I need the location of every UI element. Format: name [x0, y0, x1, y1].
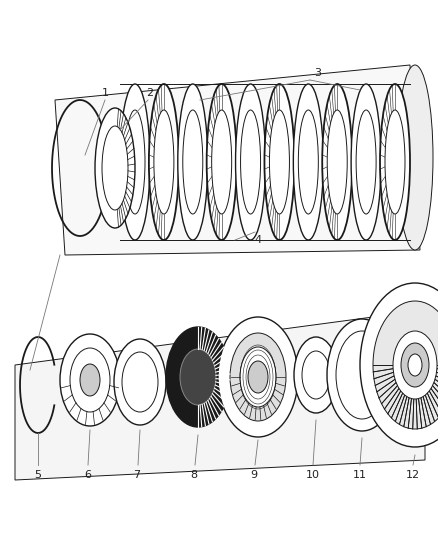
- Ellipse shape: [154, 110, 174, 214]
- Ellipse shape: [265, 84, 294, 240]
- Ellipse shape: [401, 343, 429, 387]
- Ellipse shape: [393, 331, 437, 399]
- Ellipse shape: [327, 319, 397, 431]
- Ellipse shape: [125, 110, 145, 214]
- Ellipse shape: [351, 84, 381, 240]
- Ellipse shape: [230, 333, 286, 421]
- Ellipse shape: [180, 349, 216, 405]
- Ellipse shape: [70, 348, 110, 412]
- Ellipse shape: [178, 84, 208, 240]
- Ellipse shape: [298, 110, 318, 214]
- Ellipse shape: [212, 110, 232, 214]
- Ellipse shape: [302, 351, 330, 399]
- Text: 1: 1: [102, 88, 109, 98]
- Ellipse shape: [322, 84, 352, 240]
- Ellipse shape: [336, 331, 388, 419]
- Text: 11: 11: [353, 470, 367, 480]
- Ellipse shape: [236, 84, 265, 240]
- Text: 2: 2: [146, 88, 154, 98]
- Text: 4: 4: [254, 235, 261, 245]
- Ellipse shape: [385, 110, 405, 214]
- Ellipse shape: [380, 84, 410, 240]
- Ellipse shape: [166, 327, 230, 427]
- Text: 12: 12: [406, 470, 420, 480]
- Text: 10: 10: [306, 470, 320, 480]
- Text: 8: 8: [191, 470, 198, 480]
- Ellipse shape: [269, 110, 290, 214]
- Text: 6: 6: [85, 470, 92, 480]
- Ellipse shape: [60, 334, 120, 426]
- Ellipse shape: [114, 339, 166, 425]
- Ellipse shape: [122, 352, 158, 412]
- Text: 7: 7: [134, 470, 141, 480]
- Ellipse shape: [294, 337, 338, 413]
- Ellipse shape: [293, 84, 323, 240]
- Ellipse shape: [248, 361, 268, 393]
- Ellipse shape: [240, 347, 276, 407]
- Ellipse shape: [102, 126, 128, 210]
- Ellipse shape: [408, 354, 422, 376]
- Ellipse shape: [80, 364, 100, 396]
- Polygon shape: [15, 310, 425, 480]
- Ellipse shape: [120, 84, 150, 240]
- Ellipse shape: [360, 283, 438, 447]
- Text: 9: 9: [251, 470, 258, 480]
- Polygon shape: [55, 65, 420, 255]
- Text: 3: 3: [314, 68, 321, 78]
- Ellipse shape: [149, 84, 179, 240]
- Ellipse shape: [397, 65, 433, 250]
- Ellipse shape: [240, 110, 261, 214]
- Ellipse shape: [373, 301, 438, 429]
- Ellipse shape: [95, 108, 135, 228]
- Ellipse shape: [356, 110, 376, 214]
- Ellipse shape: [327, 110, 347, 214]
- Ellipse shape: [207, 84, 237, 240]
- Ellipse shape: [183, 110, 203, 214]
- Ellipse shape: [218, 317, 298, 437]
- Text: 5: 5: [35, 470, 42, 480]
